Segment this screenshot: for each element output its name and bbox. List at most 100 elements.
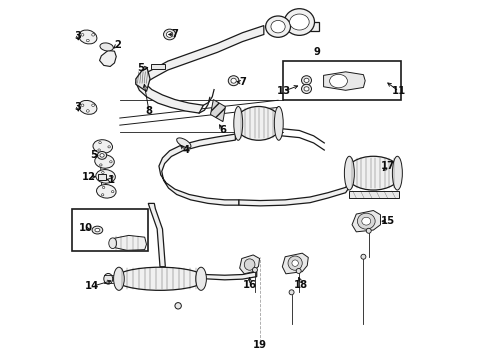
Ellipse shape bbox=[284, 9, 314, 35]
Ellipse shape bbox=[110, 176, 113, 178]
Text: 14: 14 bbox=[85, 281, 99, 291]
FancyBboxPatch shape bbox=[72, 209, 148, 251]
Ellipse shape bbox=[176, 138, 191, 148]
Ellipse shape bbox=[78, 100, 97, 114]
Ellipse shape bbox=[93, 140, 112, 153]
Ellipse shape bbox=[96, 185, 116, 198]
FancyBboxPatch shape bbox=[283, 61, 400, 100]
Ellipse shape bbox=[252, 267, 257, 272]
Ellipse shape bbox=[287, 256, 302, 270]
Ellipse shape bbox=[81, 104, 84, 106]
Ellipse shape bbox=[303, 87, 308, 91]
Ellipse shape bbox=[360, 254, 365, 259]
Text: 9: 9 bbox=[313, 47, 320, 57]
Text: 5: 5 bbox=[137, 63, 144, 73]
Ellipse shape bbox=[114, 267, 205, 290]
Ellipse shape bbox=[289, 14, 308, 30]
Ellipse shape bbox=[108, 238, 116, 248]
Ellipse shape bbox=[361, 217, 370, 225]
Ellipse shape bbox=[102, 171, 104, 174]
Ellipse shape bbox=[98, 149, 100, 151]
Polygon shape bbox=[99, 50, 116, 66]
Polygon shape bbox=[323, 72, 364, 90]
Ellipse shape bbox=[91, 104, 94, 106]
Ellipse shape bbox=[345, 156, 400, 190]
Polygon shape bbox=[148, 203, 165, 267]
Text: 6: 6 bbox=[219, 126, 226, 136]
Ellipse shape bbox=[95, 228, 100, 232]
Text: 16: 16 bbox=[242, 280, 256, 290]
Text: 7: 7 bbox=[171, 30, 178, 40]
Ellipse shape bbox=[265, 16, 290, 37]
Ellipse shape bbox=[109, 161, 112, 163]
Bar bbox=[151, 64, 165, 69]
Polygon shape bbox=[205, 272, 256, 280]
Text: 15: 15 bbox=[380, 216, 394, 226]
Ellipse shape bbox=[99, 164, 102, 166]
Ellipse shape bbox=[81, 34, 84, 36]
Ellipse shape bbox=[303, 78, 308, 82]
Ellipse shape bbox=[274, 106, 283, 140]
Ellipse shape bbox=[271, 20, 285, 33]
Polygon shape bbox=[210, 100, 225, 122]
Ellipse shape bbox=[357, 213, 374, 229]
Ellipse shape bbox=[86, 39, 89, 42]
Polygon shape bbox=[111, 235, 146, 250]
Ellipse shape bbox=[107, 146, 110, 148]
Ellipse shape bbox=[365, 228, 370, 233]
Ellipse shape bbox=[99, 142, 101, 144]
Ellipse shape bbox=[344, 156, 354, 190]
Polygon shape bbox=[136, 75, 203, 113]
Ellipse shape bbox=[228, 76, 239, 86]
Ellipse shape bbox=[101, 194, 104, 196]
Text: 13: 13 bbox=[276, 86, 290, 96]
Ellipse shape bbox=[111, 191, 114, 193]
Polygon shape bbox=[279, 22, 318, 31]
Ellipse shape bbox=[392, 156, 402, 190]
Text: 2: 2 bbox=[114, 40, 121, 50]
Text: 18: 18 bbox=[293, 280, 308, 290]
Ellipse shape bbox=[163, 29, 175, 40]
Ellipse shape bbox=[301, 76, 311, 85]
Ellipse shape bbox=[96, 170, 115, 183]
Ellipse shape bbox=[100, 156, 103, 159]
Polygon shape bbox=[141, 26, 263, 84]
Ellipse shape bbox=[301, 84, 311, 94]
Text: 19: 19 bbox=[253, 340, 267, 350]
Ellipse shape bbox=[296, 268, 301, 273]
Ellipse shape bbox=[235, 106, 281, 140]
Text: 10: 10 bbox=[78, 223, 92, 233]
Ellipse shape bbox=[233, 106, 242, 140]
Ellipse shape bbox=[92, 226, 103, 234]
Text: 3: 3 bbox=[75, 102, 81, 112]
Text: 8: 8 bbox=[145, 106, 152, 116]
Polygon shape bbox=[239, 255, 259, 274]
Ellipse shape bbox=[288, 290, 293, 295]
Text: 17: 17 bbox=[380, 161, 394, 171]
Ellipse shape bbox=[91, 34, 94, 36]
Ellipse shape bbox=[100, 43, 113, 51]
Ellipse shape bbox=[97, 151, 106, 159]
Ellipse shape bbox=[101, 179, 103, 181]
Ellipse shape bbox=[104, 273, 112, 284]
Polygon shape bbox=[348, 191, 398, 198]
Ellipse shape bbox=[175, 303, 181, 309]
Text: 5: 5 bbox=[90, 150, 97, 160]
Ellipse shape bbox=[100, 154, 104, 157]
Polygon shape bbox=[239, 182, 348, 206]
Polygon shape bbox=[351, 211, 379, 232]
Ellipse shape bbox=[78, 30, 97, 44]
Polygon shape bbox=[136, 68, 150, 91]
Ellipse shape bbox=[102, 186, 105, 188]
Ellipse shape bbox=[86, 110, 89, 112]
Ellipse shape bbox=[329, 74, 347, 88]
Text: 4: 4 bbox=[182, 145, 189, 155]
Text: 11: 11 bbox=[391, 86, 405, 96]
Text: 7: 7 bbox=[239, 77, 245, 87]
Ellipse shape bbox=[244, 259, 255, 270]
Ellipse shape bbox=[113, 267, 124, 290]
Polygon shape bbox=[159, 134, 239, 205]
Polygon shape bbox=[282, 253, 308, 274]
Text: 3: 3 bbox=[75, 31, 81, 41]
Text: 12: 12 bbox=[82, 172, 96, 182]
